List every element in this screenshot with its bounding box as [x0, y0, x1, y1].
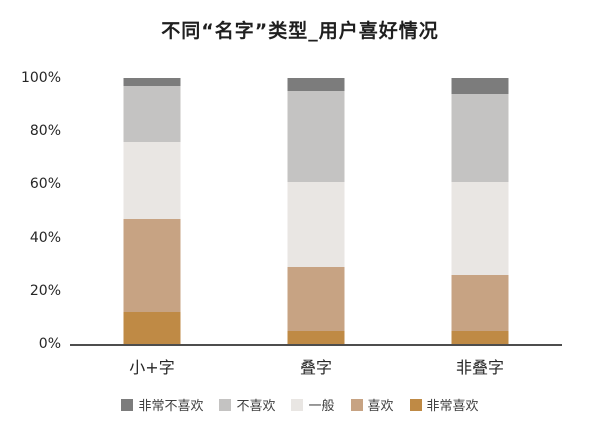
legend-label: 喜欢 — [367, 399, 394, 414]
bar-segment — [451, 330, 509, 344]
y-axis-tick-label: 0% — [38, 336, 61, 352]
stacked-bar-2 — [287, 78, 345, 344]
bar-segment — [287, 181, 345, 267]
bar-segment — [451, 274, 509, 331]
bar-segment — [451, 78, 509, 94]
bar-segment — [287, 330, 345, 344]
y-axis-tick-label: 20% — [29, 282, 61, 299]
bar-segment — [123, 78, 181, 87]
bar-segment — [123, 219, 181, 313]
plot-area: 0% 20% 40% 60% 80% 100% 小+字 叠字 非叠字 — [21, 70, 562, 377]
legend-label: 非常喜欢 — [426, 399, 479, 414]
legend-label: 不喜欢 — [236, 399, 276, 414]
bar-segment — [123, 312, 181, 344]
legend: 非常不喜欢 不喜欢 一般 喜欢 非常喜欢 — [0, 395, 600, 414]
bar-segment — [287, 266, 345, 331]
legend-swatch-icon — [291, 398, 304, 411]
legend-swatch-icon — [350, 398, 363, 411]
chart-title: 不同“名字”类型_用户喜好情况 — [161, 20, 439, 42]
y-axis-tick-label: 100% — [20, 70, 61, 86]
y-axis-tick-label: 40% — [29, 229, 61, 246]
x-axis-category-label: 叠字 — [299, 358, 333, 377]
x-axis-category-label: 小+字 — [129, 358, 175, 377]
bar-segment — [451, 181, 509, 275]
legend-item: 非常不喜欢 — [121, 395, 203, 414]
legend-item: 喜欢 — [350, 395, 394, 414]
x-axis-category-label: 非叠字 — [455, 358, 505, 377]
bar-segment — [287, 91, 345, 182]
y-axis-tick-label: 60% — [29, 176, 61, 193]
bar-segment — [123, 141, 181, 219]
legend-swatch-icon — [409, 398, 422, 411]
legend-label: 一般 — [308, 399, 335, 414]
stacked-bar-1 — [123, 78, 181, 344]
stacked-bar-3 — [451, 78, 509, 344]
legend-swatch-icon — [219, 398, 232, 411]
legend-swatch-icon — [121, 398, 134, 411]
legend-item: 不喜欢 — [219, 395, 275, 414]
bar-segment — [451, 93, 509, 182]
legend-label: 非常不喜欢 — [138, 399, 204, 414]
legend-item: 非常喜欢 — [409, 395, 479, 414]
bar-segment — [123, 86, 181, 142]
y-axis-tick-label: 80% — [29, 123, 61, 140]
bar-segment — [287, 78, 345, 92]
legend-item: 一般 — [291, 395, 335, 414]
